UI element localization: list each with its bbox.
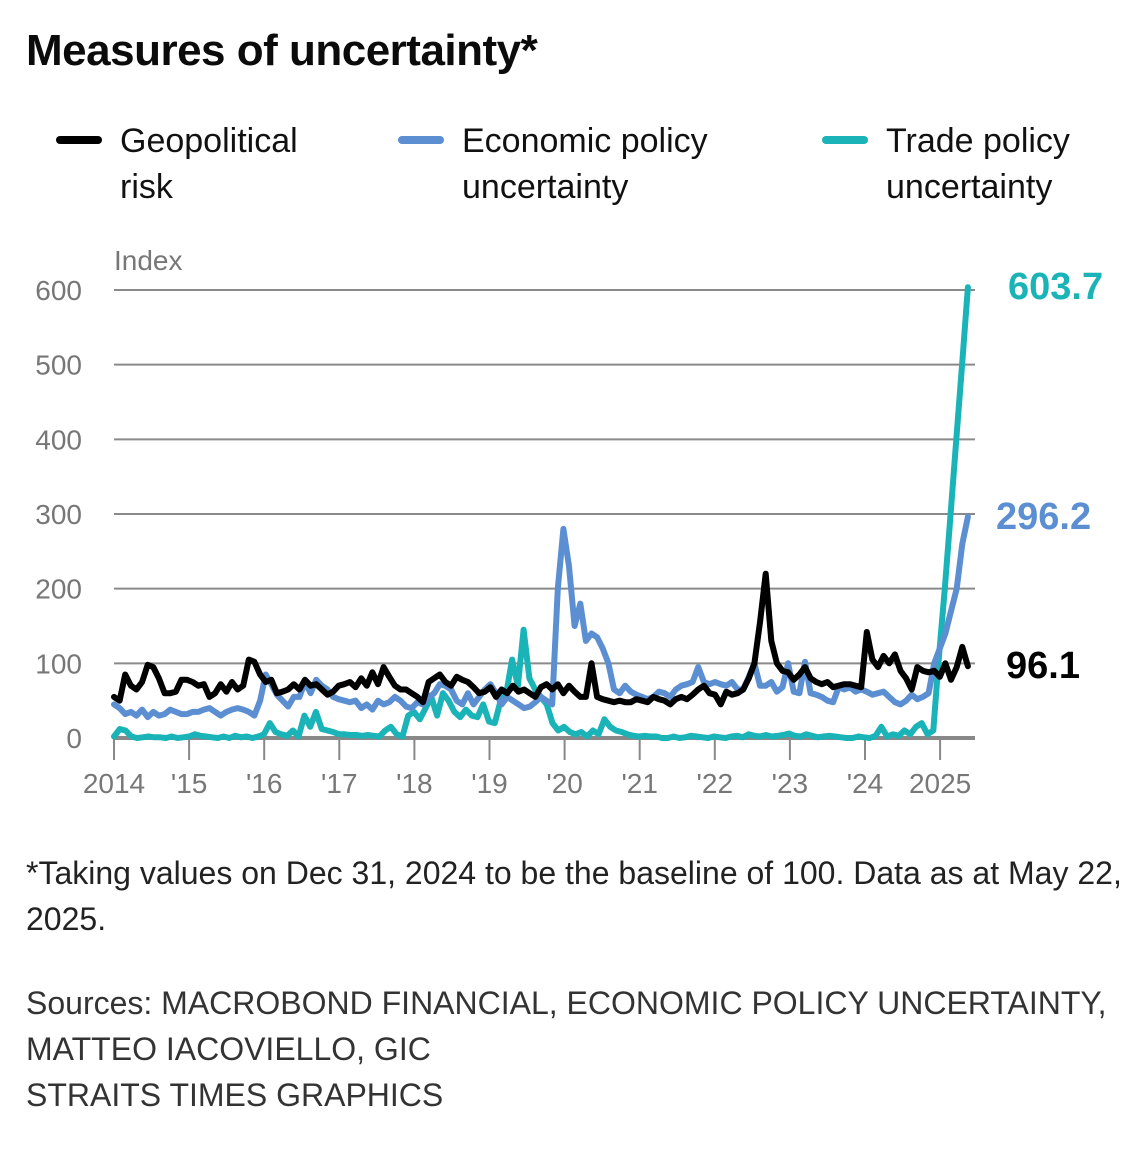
end-labels: 603.7 296.2 96.1 <box>996 266 1103 687</box>
legend-item-trade-policy: Trade policy uncertainty <box>822 118 1070 210</box>
x-tick-label: '15 <box>171 768 208 799</box>
x-tick-label: 2025 <box>909 768 971 799</box>
sources-line: MATTEO IACOVIELLO, GIC <box>26 1031 431 1067</box>
legend-swatch-geopolitical-risk <box>56 136 102 144</box>
y-tick-label: 0 <box>66 723 82 754</box>
legend-label-trade-policy: Trade policy uncertainty <box>886 122 1070 206</box>
line-chart: 0 100 200 300 400 500 600 Index 2014 '15 '16 '17 '… <box>35 245 1103 799</box>
y-tick-label: 200 <box>35 574 82 605</box>
x-tick-label: '19 <box>471 768 508 799</box>
end-label-economic-policy-uncertainty: 296.2 <box>996 496 1091 538</box>
y-tick-label: 600 <box>35 275 82 306</box>
economic-policy-uncertainty-line <box>111 513 971 721</box>
chart-title: Measures of uncertainty* <box>26 26 538 75</box>
y-tick-label: 400 <box>35 424 82 455</box>
legend-swatch-economic-policy <box>398 136 444 144</box>
end-label-geopolitical-risk: 96.1 <box>1006 645 1080 687</box>
x-tick-label: '16 <box>246 768 283 799</box>
sources-line: Sources: MACROBOND FINANCIAL, ECONOMIC P… <box>26 985 1107 1021</box>
legend-label-geopolitical-risk: Geopolitical risk <box>120 122 298 206</box>
footnote: *Taking values on Dec 31, 2024 to be the… <box>26 855 1122 937</box>
legend-item-geopolitical-risk: Geopolitical risk <box>56 118 298 210</box>
x-tick-label: '22 <box>697 768 734 799</box>
legend-swatch-trade-policy <box>822 136 868 144</box>
y-axis-label: Index <box>114 245 183 276</box>
sources-line: STRAITS TIMES GRAPHICS <box>26 1077 444 1113</box>
sources: Sources: MACROBOND FINANCIAL, ECONOMIC P… <box>26 980 1136 1118</box>
x-tick-label: '20 <box>546 768 583 799</box>
y-tick-label: 300 <box>35 499 82 530</box>
x-tick-label: '17 <box>321 768 358 799</box>
y-tick-label: 100 <box>35 648 82 679</box>
gridlines <box>114 289 975 740</box>
series-lines <box>111 284 971 741</box>
x-tick-label: '21 <box>621 768 658 799</box>
legend-label-economic-policy: Economic policy uncertainty <box>462 122 708 206</box>
x-tick-label: '24 <box>847 768 884 799</box>
legend-item-economic-policy: Economic policy uncertainty <box>398 118 708 210</box>
x-tick-label: '23 <box>772 768 809 799</box>
geopolitical-risk-line <box>111 570 971 708</box>
x-tick-label: 2014 <box>83 768 145 799</box>
end-label-trade-policy-uncertainty: 603.7 <box>1008 266 1103 308</box>
y-axis-ticks: 0 100 200 300 400 500 600 <box>35 275 82 754</box>
trade-policy-uncertainty-line <box>111 284 971 741</box>
x-axis-ticks: 2014 '15 '16 '17 '18 '19 '20 '21 '22 '23 '24 2025 <box>83 738 971 799</box>
y-tick-label: 500 <box>35 350 82 381</box>
x-tick-label: '18 <box>396 768 433 799</box>
